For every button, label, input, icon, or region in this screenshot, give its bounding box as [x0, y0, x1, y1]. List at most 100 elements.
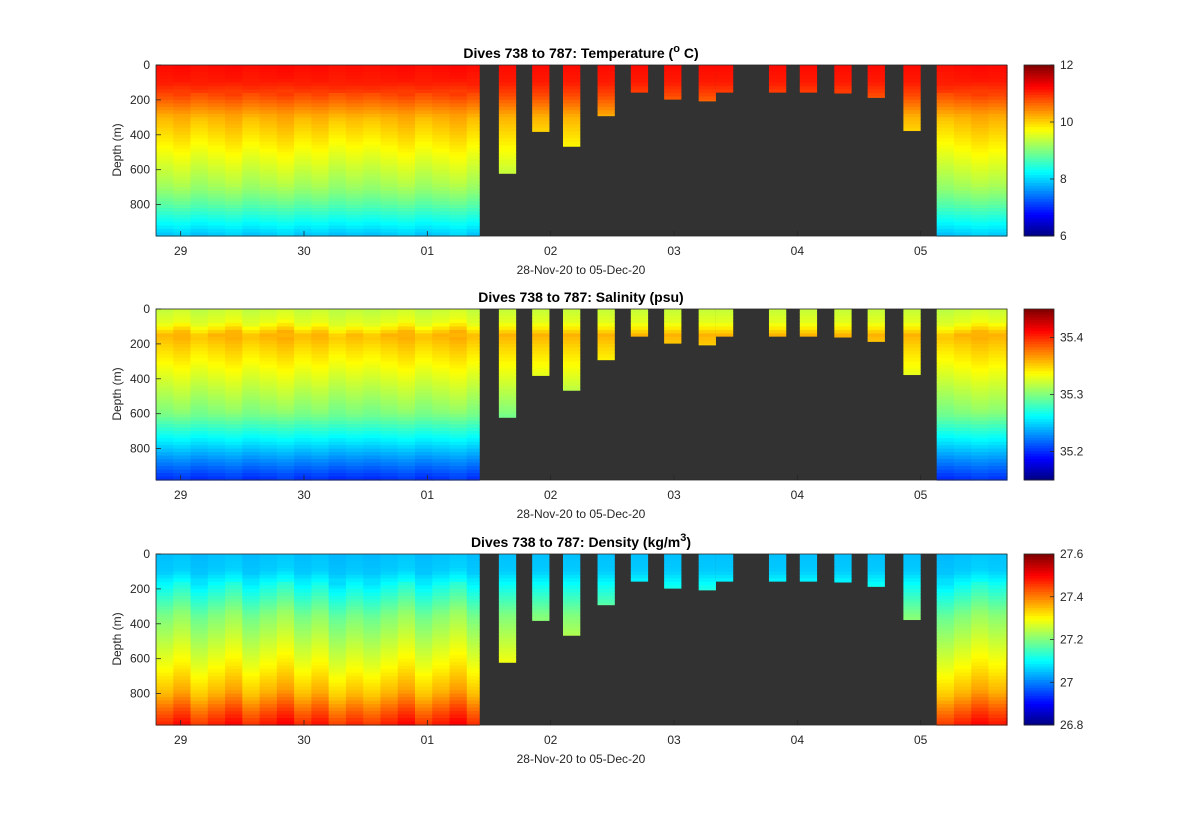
density-cell — [225, 606, 243, 611]
density-cell — [328, 704, 347, 709]
salinity-cell — [363, 403, 382, 408]
density-full-dives-0 — [156, 554, 480, 726]
temperature-cell — [242, 173, 261, 178]
temperature-dive-cell — [563, 99, 581, 104]
density-cell — [311, 567, 330, 573]
salinity-colorbar-segment — [1024, 373, 1054, 377]
temperature-dive-cell — [903, 89, 921, 94]
density-cell — [988, 644, 1007, 649]
density-cell — [953, 693, 972, 698]
temperature-cell — [936, 89, 955, 94]
temperature-cell — [328, 71, 347, 77]
salinity-colorbar-segment — [1024, 317, 1054, 321]
temperature-cell — [225, 96, 243, 101]
temperature-cell — [988, 229, 1007, 234]
salinity-cell — [397, 424, 416, 429]
density-cell — [953, 554, 972, 559]
temperature-cell — [380, 183, 399, 188]
salinity-cell — [953, 399, 972, 404]
salinity-cell — [225, 455, 243, 460]
salinity-cell — [988, 424, 1007, 429]
density-cell — [259, 679, 278, 684]
salinity-cell — [311, 319, 330, 324]
salinity-cell — [971, 371, 990, 376]
salinity-cell — [936, 309, 955, 314]
temperature-cell — [311, 222, 330, 227]
density-cell — [971, 665, 990, 670]
density-cell — [988, 714, 1007, 719]
temperature-cell — [207, 131, 226, 136]
salinity-xtick-label: 01 — [421, 488, 435, 502]
density-cell — [936, 613, 955, 618]
salinity-cell — [971, 476, 990, 481]
temperature-cell — [190, 183, 209, 188]
density-cell — [276, 585, 295, 590]
density-cell — [207, 676, 226, 681]
density-cell — [363, 627, 382, 632]
salinity-cell — [207, 399, 226, 404]
temperature-cell — [988, 78, 1007, 84]
density-cell — [207, 620, 226, 625]
temperature-cell — [449, 78, 468, 84]
salinity-cell — [415, 382, 433, 387]
temperature-cell — [328, 78, 347, 84]
salinity-dive-cell — [799, 322, 818, 328]
salinity-colorbar-segment — [1024, 330, 1054, 334]
density-dive-cell — [715, 571, 734, 576]
temperature-cell — [276, 89, 295, 94]
salinity-cell — [328, 392, 347, 397]
temperature-dive-cell — [799, 65, 818, 70]
density-cell — [988, 651, 1007, 656]
density-cell — [207, 679, 226, 684]
salinity-dive-cell — [664, 333, 682, 338]
density-cell — [988, 672, 1007, 677]
salinity-cell — [380, 448, 399, 453]
salinity-cell — [953, 403, 972, 408]
salinity-dive-cell — [498, 350, 517, 355]
salinity-cell — [328, 427, 347, 432]
density-cell — [953, 644, 972, 649]
density-cell — [328, 571, 347, 576]
salinity-cell — [432, 322, 451, 328]
salinity-cell — [225, 364, 243, 369]
salinity-cell — [363, 350, 382, 355]
temperature-dive-cell — [498, 124, 517, 129]
density-cell — [466, 574, 480, 580]
salinity-cell — [242, 315, 261, 321]
density-cell — [971, 592, 990, 597]
temperature-cell — [432, 187, 451, 192]
density-cell — [432, 627, 451, 632]
salinity-colorbar-segment — [1024, 474, 1054, 478]
temperature-dive-cell — [799, 75, 818, 80]
salinity-cell — [276, 350, 295, 355]
temperature-cell — [276, 96, 295, 101]
salinity-cell — [225, 375, 243, 380]
density-dive-cell — [867, 581, 885, 587]
salinity-cell — [294, 382, 312, 387]
temperature-cell — [971, 120, 990, 125]
salinity-cell — [173, 329, 192, 335]
density-cell — [380, 651, 399, 656]
density-cell — [276, 602, 295, 607]
temperature-cell — [363, 194, 382, 199]
salinity-cell — [466, 476, 480, 481]
temperature-colorbar-segment — [1024, 99, 1054, 103]
density-cell — [432, 630, 451, 635]
temperature-cell — [415, 65, 433, 70]
salinity-cell — [363, 322, 382, 328]
salinity-cell — [432, 417, 451, 422]
temperature-cell — [363, 152, 382, 157]
salinity-colorbar-segment — [1024, 325, 1054, 329]
temperature-cell — [345, 65, 364, 70]
salinity-dive-cell — [498, 403, 517, 408]
temperature-cell — [242, 106, 261, 111]
density-dive-cell — [498, 581, 517, 587]
temperature-cell — [190, 169, 209, 174]
salinity-cell — [415, 389, 433, 394]
density-dive-cell — [498, 557, 517, 562]
salinity-cell — [415, 319, 433, 324]
density-cell — [242, 644, 261, 649]
temperature-cell — [415, 201, 433, 206]
salinity-cell — [449, 441, 468, 446]
salinity-cell — [276, 441, 295, 446]
